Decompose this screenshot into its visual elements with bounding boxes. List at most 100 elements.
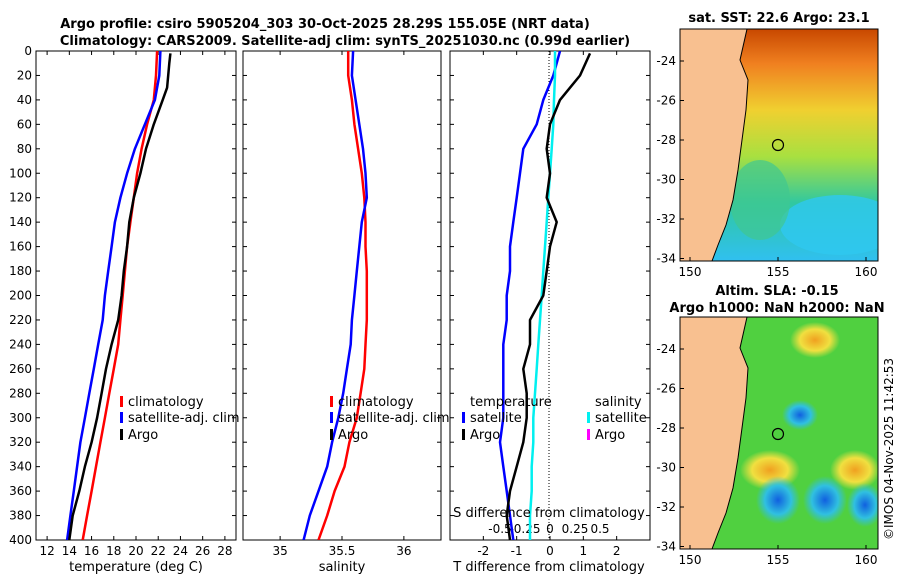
coastline <box>711 29 749 261</box>
x-tick-label: 26 <box>195 544 210 558</box>
sst-map-title: sat. SST: 22.6 Argo: 23.1 <box>688 11 869 26</box>
sst-cool-patch <box>780 195 878 255</box>
sla-map-panel: Altim. SLA: -0.15 Argo h1000: NaN h2000:… <box>656 284 884 567</box>
legend-argo-s: Argo <box>338 428 368 443</box>
series-climatology <box>317 51 369 540</box>
figure-title-line2: Climatology: CARS2009. Satellite-adj cli… <box>60 34 630 49</box>
sla-map-image <box>680 317 878 549</box>
t-difference-xlabel: T difference from climatology <box>452 560 645 575</box>
legend-swatch-argo-s <box>330 429 333 440</box>
x-tick-label: 18 <box>106 544 121 558</box>
temperature-xlabel: temperature (deg C) <box>69 560 203 575</box>
depth-tick-label: 380 <box>9 509 32 523</box>
argo-position-marker <box>771 138 785 152</box>
temperature-frame <box>35 50 237 541</box>
salinity-legend: climatology satellite-adj. clim Argo <box>330 395 450 443</box>
legend-swatch-t-argo <box>462 429 465 440</box>
difference-panel: -2 -1 0 1 2 -0.5-0.25 0 0.25 0.5 T difference fr… <box>449 50 651 575</box>
s-tick-label: 0 <box>546 522 554 536</box>
x-tick-label: 1 <box>580 544 588 558</box>
depth-tick-label: 260 <box>9 362 32 376</box>
legend-swatch-climatology <box>120 396 123 407</box>
s-tick-label: 0.5 <box>590 522 609 536</box>
lat-tick-label: -28 <box>656 133 676 147</box>
temperature-series <box>65 51 172 540</box>
legend-s-satellite: satellite <box>595 411 647 426</box>
legend-climatology: climatology <box>128 395 204 410</box>
lat-tick-label: -34 <box>656 252 676 266</box>
lon-tick-label: 155 <box>767 553 790 567</box>
sla-low-3 <box>847 483 878 527</box>
s-tick-label: -0.5 <box>488 522 511 536</box>
sla-map-title-line2: Argo h1000: NaN h2000: NaN <box>669 301 884 316</box>
legend-swatch-climatology-s <box>330 396 333 407</box>
lon-tick-label: 160 <box>855 265 878 279</box>
legend-swatch-s-satellite <box>587 412 590 423</box>
depth-tick-label: 0 <box>24 44 32 58</box>
x-tick-label: 35.5 <box>329 544 356 558</box>
lat-tick-label: -28 <box>656 421 676 435</box>
sst-map-frame <box>679 28 879 262</box>
temperature-tick-labels: 12 14 16 18 20 22 24 26 28 <box>39 51 233 558</box>
legend-satellite-clim-s: satellite-adj. clim <box>338 411 450 426</box>
legend-swatch-t-satellite <box>462 412 465 423</box>
difference-legend: temperature satellite Argo salinity sate… <box>462 395 647 443</box>
depth-tick-label: 180 <box>9 264 32 278</box>
sla-high-1 <box>790 322 840 358</box>
x-tick-label: -2 <box>477 544 489 558</box>
sst-map-ticks: 150 155 160 -24 -26 -28 -30 -32 -34 <box>656 54 877 279</box>
depth-tick-label: 20 <box>17 68 32 82</box>
lat-tick-label: -32 <box>656 212 676 226</box>
sla-low-2 <box>803 476 847 524</box>
x-tick-label: 12 <box>39 544 54 558</box>
sla-map-title-line1: Altim. SLA: -0.15 <box>715 284 838 299</box>
depth-tick-label: 220 <box>9 313 32 327</box>
legend-swatch-satellite <box>120 412 123 423</box>
lat-tick-label: -26 <box>656 94 676 108</box>
s-tick-label: -0.25 <box>509 522 540 536</box>
x-tick-label: 28 <box>217 544 232 558</box>
x-tick-label: 24 <box>173 544 188 558</box>
legend-salinity-header: salinity <box>595 395 642 410</box>
s-tick-label: 0.25 <box>562 522 589 536</box>
coastline-2 <box>711 317 749 549</box>
legend-temperature-header: temperature <box>470 395 552 410</box>
depth-tick-label: 120 <box>9 191 32 205</box>
x-tick-label: 14 <box>62 544 77 558</box>
lon-tick-label: 160 <box>855 553 878 567</box>
difference-series <box>498 51 592 540</box>
sla-low-4 <box>782 400 818 430</box>
x-tick-label: 36 <box>396 544 411 558</box>
sst-green-patch <box>730 160 790 240</box>
salinity-frame <box>242 50 442 541</box>
depth-tick-label: 280 <box>9 386 32 400</box>
depth-tick-label: 340 <box>9 460 32 474</box>
figure-title-line1: Argo profile: csiro 5905204_303 30-Oct-2… <box>60 17 590 32</box>
lat-tick-label: -34 <box>656 540 676 554</box>
depth-tick-label: 300 <box>9 411 32 425</box>
depth-tick-label: 240 <box>9 337 32 351</box>
sst-map-image <box>680 29 878 261</box>
depth-tick-label: 40 <box>17 93 32 107</box>
legend-climatology-s: climatology <box>338 395 414 410</box>
legend-t-argo: Argo <box>470 428 500 443</box>
lat-tick-label: -26 <box>656 382 676 396</box>
salinity-tick-labels: 35 35.5 36 <box>272 51 412 558</box>
depth-tick-label: 100 <box>9 166 32 180</box>
australia-land <box>680 29 748 261</box>
series-temperature-argo <box>505 52 592 540</box>
series-satellite-adj-clim <box>302 51 369 540</box>
x-tick-label: 0 <box>546 544 554 558</box>
legend-swatch-argo <box>120 429 123 440</box>
depth-tick-label: 400 <box>9 533 32 547</box>
lon-tick-label: 150 <box>679 553 702 567</box>
series-salinity-satellite <box>528 51 557 540</box>
x-tick-label: 2 <box>613 544 621 558</box>
legend-swatch-satellite-s <box>330 412 333 423</box>
x-tick-label: 35 <box>272 544 287 558</box>
lon-tick-label: 150 <box>679 265 702 279</box>
temperature-panel: 0204060801001201401601802002202402602803… <box>9 44 650 575</box>
legend-s-argo: Argo <box>595 428 625 443</box>
legend-swatch-s-argo <box>587 429 590 440</box>
